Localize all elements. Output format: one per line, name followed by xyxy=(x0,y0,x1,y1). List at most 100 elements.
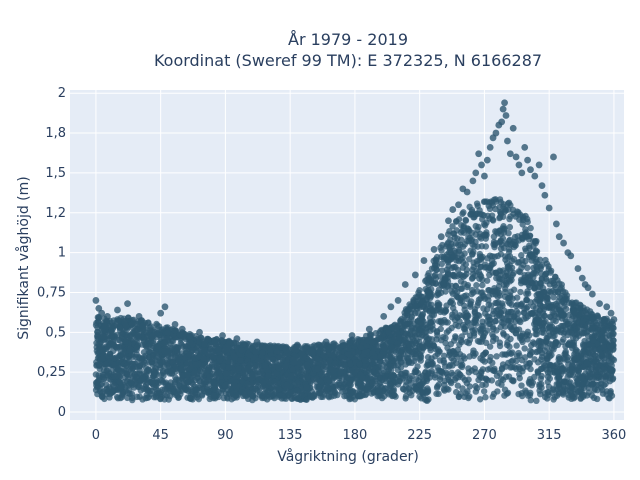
data-point xyxy=(558,284,565,291)
data-point xyxy=(408,379,415,386)
data-point xyxy=(499,302,506,309)
data-point xyxy=(493,299,501,307)
data-point xyxy=(298,350,306,357)
data-point xyxy=(515,268,523,275)
data-point xyxy=(581,337,588,345)
data-point xyxy=(154,322,161,329)
data-point xyxy=(532,330,539,338)
data-point xyxy=(506,223,514,231)
data-point xyxy=(165,396,172,403)
data-point xyxy=(389,345,396,352)
data-point xyxy=(133,393,141,401)
data-point xyxy=(482,339,490,347)
data-point xyxy=(110,340,117,347)
data-point xyxy=(496,342,504,350)
data-point xyxy=(201,347,208,354)
data-point xyxy=(495,274,502,282)
data-point xyxy=(397,364,405,371)
data-point xyxy=(205,350,213,358)
data-point xyxy=(461,376,469,384)
data-point xyxy=(457,229,465,236)
data-point xyxy=(463,270,470,278)
data-point xyxy=(391,391,398,399)
data-point xyxy=(481,358,488,365)
data-point xyxy=(110,317,118,324)
data-point xyxy=(519,330,527,337)
data-point xyxy=(399,375,406,382)
data-point xyxy=(485,286,492,294)
data-point xyxy=(537,270,545,277)
data-point xyxy=(280,375,287,383)
data-point xyxy=(603,326,610,334)
data-point xyxy=(533,397,540,405)
data-point xyxy=(477,289,485,296)
data-point xyxy=(560,330,568,337)
data-point xyxy=(586,370,594,377)
data-point xyxy=(564,341,572,348)
data-point xyxy=(486,343,494,350)
data-point xyxy=(458,272,465,279)
data-point xyxy=(537,390,544,398)
data-point xyxy=(190,369,198,377)
data-point xyxy=(449,290,457,297)
data-point xyxy=(609,324,617,332)
data-point xyxy=(470,289,477,296)
data-point xyxy=(500,331,507,338)
data-point xyxy=(518,252,525,259)
data-point xyxy=(444,270,452,278)
data-point xyxy=(453,217,460,225)
data-point xyxy=(431,271,439,279)
data-point xyxy=(242,370,249,377)
data-point xyxy=(458,333,466,340)
data-point xyxy=(339,354,346,361)
data-point xyxy=(527,224,534,232)
data-point xyxy=(191,383,198,391)
data-point xyxy=(485,297,492,304)
data-point xyxy=(513,357,520,365)
data-point xyxy=(521,345,528,352)
data-point xyxy=(295,369,302,376)
data-point xyxy=(454,314,461,321)
data-point xyxy=(269,356,276,363)
data-point xyxy=(492,269,499,277)
data-point xyxy=(337,368,344,376)
data-point xyxy=(546,281,554,288)
data-point xyxy=(518,389,525,397)
data-point xyxy=(473,210,480,218)
data-point xyxy=(174,347,181,354)
data-point xyxy=(521,305,528,312)
data-point xyxy=(470,332,478,339)
data-point xyxy=(469,250,476,258)
data-point xyxy=(436,357,444,364)
data-point xyxy=(95,361,103,369)
data-point xyxy=(602,317,609,324)
data-point xyxy=(198,373,206,380)
data-point xyxy=(480,388,488,395)
data-point xyxy=(544,334,551,341)
data-point xyxy=(435,381,443,388)
data-point xyxy=(433,336,440,343)
data-point xyxy=(397,350,405,357)
data-point xyxy=(468,237,475,245)
data-point xyxy=(159,369,167,376)
data-point xyxy=(570,321,577,328)
data-point xyxy=(531,285,538,292)
data-point xyxy=(448,314,456,321)
data-point xyxy=(506,300,513,307)
data-point xyxy=(152,393,160,401)
data-point xyxy=(596,350,604,357)
data-point xyxy=(469,327,476,334)
data-point xyxy=(131,371,138,379)
data-point xyxy=(375,334,382,341)
data-point xyxy=(156,332,164,339)
data-point xyxy=(564,374,571,381)
data-point xyxy=(441,387,448,394)
data-point xyxy=(462,217,470,224)
data-point xyxy=(488,302,495,309)
data-point xyxy=(516,317,523,324)
data-point xyxy=(143,379,151,386)
data-point xyxy=(404,331,411,338)
data-point xyxy=(354,348,362,356)
data-point xyxy=(607,390,614,397)
data-point xyxy=(464,388,471,395)
